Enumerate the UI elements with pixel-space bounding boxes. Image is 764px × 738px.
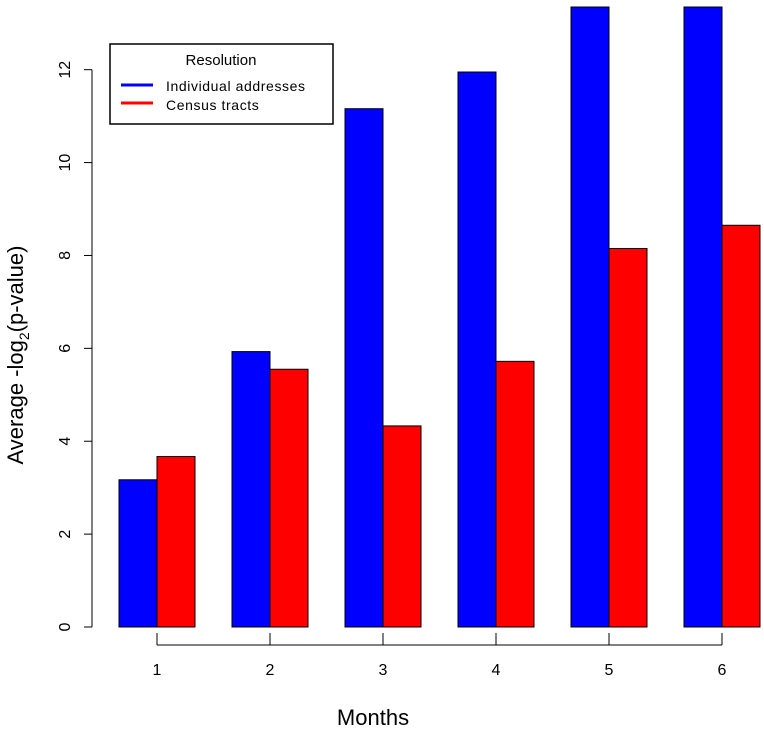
bar-census-tracts-month-4 xyxy=(495,360,535,628)
y-axis-title-subscript: 2 xyxy=(16,332,32,340)
y-axis-title-suffix: (p-value) xyxy=(3,246,28,333)
legend-box xyxy=(109,43,334,125)
y-tick-label: 12 xyxy=(57,61,74,79)
x-axis: 1 2 3 4 5 6 xyxy=(153,633,727,679)
legend: Resolution Individual addresses Census t… xyxy=(109,43,334,125)
y-tick-label: 2 xyxy=(57,530,74,539)
x-tick-label: 5 xyxy=(605,662,614,679)
bar-individual-addresses-month-6 xyxy=(683,6,723,628)
bar-individual-addresses-month-1 xyxy=(118,479,158,628)
x-tick-label: 3 xyxy=(379,662,388,679)
y-tick-label: 8 xyxy=(57,251,74,260)
bar-individual-addresses-month-4 xyxy=(457,71,497,628)
bar-census-tracts-month-3 xyxy=(382,425,422,628)
bars-group xyxy=(118,6,761,628)
x-tick-label: 4 xyxy=(492,662,501,679)
bar-census-tracts-month-6 xyxy=(721,224,761,628)
y-tick-label: 10 xyxy=(57,154,74,172)
x-tick-label: 2 xyxy=(266,662,275,679)
legend-title: Resolution xyxy=(186,52,257,69)
y-tick-label: 6 xyxy=(57,344,74,353)
x-axis-title: Months xyxy=(337,705,409,730)
y-tick-label: 0 xyxy=(57,622,74,631)
bar-individual-addresses-month-3 xyxy=(344,108,384,628)
legend-label-census-tracts: Census tracts xyxy=(166,97,259,113)
bar-census-tracts-month-1 xyxy=(156,456,196,628)
y-axis-title: Average -log2(p-value) xyxy=(3,246,32,465)
y-tick-label: 4 xyxy=(57,437,74,446)
bar-census-tracts-month-5 xyxy=(608,247,648,628)
bar-census-tracts-month-2 xyxy=(269,368,309,628)
x-tick-label: 1 xyxy=(153,662,162,679)
y-axis-title-prefix: Average -log xyxy=(3,340,28,464)
y-axis: 0 2 4 6 8 10 12 xyxy=(57,61,93,631)
bar-individual-addresses-month-2 xyxy=(231,351,271,628)
x-tick-label: 6 xyxy=(718,662,727,679)
legend-label-individual-addresses: Individual addresses xyxy=(166,78,306,94)
bar-individual-addresses-month-5 xyxy=(570,6,610,628)
